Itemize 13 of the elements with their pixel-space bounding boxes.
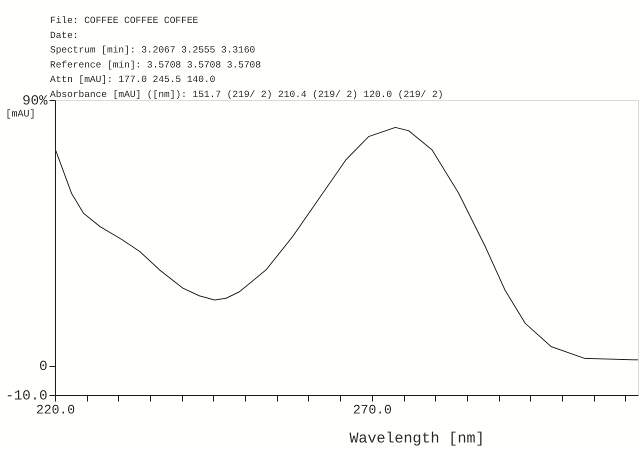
y-tick-label: 0 (39, 359, 48, 375)
text: File: COFFEE COFFEE COFFEE (50, 15, 199, 26)
text: Attn [mAU]: 177.0 245.5 140.0 (50, 74, 216, 86)
x-tick-label: 220.0 (36, 402, 76, 418)
y-axis-title: [mAU] (6, 108, 36, 120)
y-tick-label: 90% (22, 94, 48, 110)
text: Absorbance [mAU] ([nm]): 151.7 (219/ 2) 210.4 (219/ 2) 120.0 (219/ 2) (50, 89, 444, 100)
text: Date: (50, 30, 79, 41)
x-axis-title: Wavelength [nm] (349, 430, 484, 448)
text: Spectrum [min]: 3.2067 3.2555 3.3160 (50, 44, 256, 56)
y-tick-label: -10.0 (5, 388, 48, 404)
text: Reference [min]: 3.5708 3.5708 3.5708 (50, 59, 262, 70)
x-tick-label: 270.0 (352, 402, 392, 418)
